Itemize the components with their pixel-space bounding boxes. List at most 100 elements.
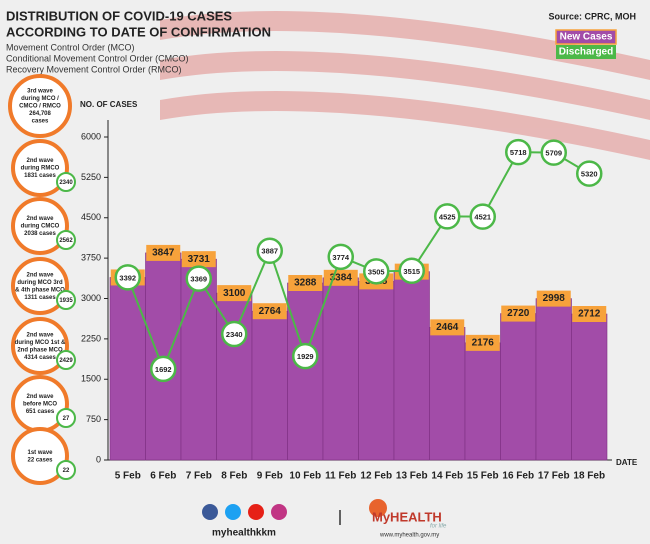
footer-tagline: for life [430,524,447,530]
value-label-box [217,285,252,302]
wave-text: 651 cases [26,409,55,415]
value-label: 2176 [472,337,495,348]
bar [145,252,182,461]
point [292,342,319,370]
wave-circle [11,257,69,315]
legend-label: New Cases [560,32,613,43]
point [327,243,354,271]
point [256,237,283,264]
social-icons [202,504,287,520]
wave-text: & 4th phase MCO [15,287,65,293]
wave-text: cases [32,119,49,125]
wave-text: 2nd wave [26,272,54,278]
wave-badge-label: 22 [63,468,70,474]
wave-badge [56,172,76,192]
y-tick-label: 2250 [81,333,101,343]
wave-text: 2nd wave [26,216,54,222]
wave-text: 1st wave [27,450,53,456]
value-label: 5709 [545,149,562,158]
y-tick-label: 1500 [81,374,101,384]
value-label: 3731 [188,254,211,265]
x-tick-label: 14 Feb [431,471,463,482]
value-label: 4521 [474,213,491,222]
bar [393,271,430,461]
point [221,320,248,348]
y-tick-label: 750 [86,414,101,424]
x-tick-label: 5 Feb [115,471,141,482]
footer-handle: myhealthkkm [212,528,276,539]
value-label: 3505 [368,267,385,276]
wave-text: during MCO / [21,96,59,102]
x-tick-label: 8 Feb [221,471,247,482]
bar [109,277,146,461]
wave-text: 4314 cases [24,355,56,361]
wave-circle [11,427,69,485]
y-tick-label: 4500 [81,212,101,222]
wave-text: 2nd wave [26,158,54,164]
point [185,265,212,292]
value-label-box [146,244,181,261]
value-label: 4525 [439,212,456,221]
wave-text: 2038 cases [24,231,56,237]
legend-swatch [555,29,617,45]
value-label-box [430,319,465,336]
x-tick-label: 10 Feb [289,471,321,482]
x-tick-label: 15 Feb [467,471,499,482]
value-label: 3887 [261,247,278,256]
x-tick-label: 11 Feb [325,471,356,482]
bar [216,292,253,461]
x-axis-label: DATE [616,458,638,467]
wave-text: 1311 cases [24,295,56,301]
wave-text: 1831 cases [24,173,56,179]
point [434,203,461,230]
wave-text: 2nd wave [26,332,54,338]
subtitle: Conditional Movement Control Order (CMCO… [6,53,189,63]
value-label-box [252,303,287,320]
bar [500,313,537,461]
point [505,138,532,166]
value-label: 2464 [436,322,459,333]
value-label: 1929 [297,352,314,361]
wave-text: 2nd wave [26,394,54,400]
title: ACCORDING TO DATE OF CONFIRMATION [6,24,271,39]
subtitle: Movement Control Order (MCO) [6,42,135,52]
value-label-box [465,334,500,351]
value-label: 3774 [332,253,350,262]
wave-badge [56,230,76,250]
subtitle: Recovery Movement Control Order (RMCO) [6,64,182,74]
footer-url: www.myhealth.gov.my [379,533,439,539]
value-label: 3369 [190,275,207,284]
value-label: 3515 [403,267,420,276]
value-label: 3847 [152,248,175,259]
y-tick-label: 0 [96,454,101,464]
value-label: 3384 [330,272,353,283]
bar [429,327,466,461]
bar [464,342,501,461]
point [576,160,603,187]
x-tick-label: 6 Feb [150,471,176,482]
point [363,258,390,285]
value-label-box [181,251,216,268]
wave-text: 3rd wave [27,89,53,95]
value-label: 3392 [119,273,136,282]
wave-text: 22 cases [27,457,53,463]
wave-text: CMCO / RMCO [19,104,61,110]
x-tick-label: 17 Feb [538,471,570,482]
value-label: 3288 [294,278,317,289]
wave-text: before MCO [23,402,57,408]
wave-badge-label: 27 [63,416,70,422]
legend-label: Discharged [559,47,613,58]
point [469,203,496,230]
x-tick-label: 16 Feb [502,471,534,482]
wave-text: during MCO 1st & [15,340,66,346]
value-label-box [288,274,323,291]
wave-badge [56,350,76,370]
legend-swatch [556,45,616,59]
wave-text: during CMCO [21,224,60,230]
value-label: 5718 [510,148,527,157]
value-label: 2712 [578,309,601,320]
title: DISTRIBUTION OF COVID-19 CASES [6,8,232,23]
y-tick-label: 5250 [81,172,101,182]
value-label-box [536,290,571,307]
value-label: 3100 [223,288,246,299]
